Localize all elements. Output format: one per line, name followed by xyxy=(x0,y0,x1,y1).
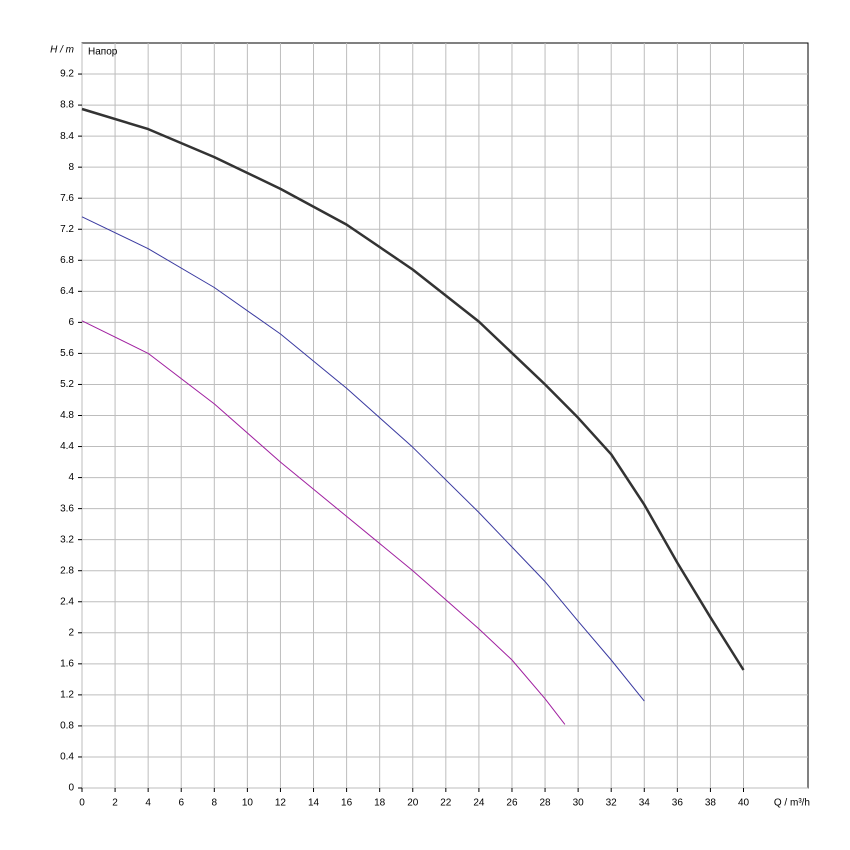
x-tick-label: 0 xyxy=(79,798,85,809)
y-tick-label: 3.6 xyxy=(60,503,74,514)
y-tick-label: 8 xyxy=(68,162,74,173)
x-tick-label: 36 xyxy=(672,798,684,809)
curve xyxy=(81,216,645,702)
x-tick-label: 22 xyxy=(440,798,452,809)
y-tick-label: 6 xyxy=(68,317,74,328)
y-axis-label: H / m xyxy=(50,45,74,56)
y-tick-label: 0.8 xyxy=(60,721,74,732)
y-tick-label: 4.4 xyxy=(60,441,74,452)
x-tick-label: 30 xyxy=(573,798,585,809)
y-tick-label: 7.2 xyxy=(60,224,74,235)
y-tick-label: 7.6 xyxy=(60,193,74,204)
x-tick-label: 12 xyxy=(275,798,287,809)
x-tick-label: 10 xyxy=(242,798,254,809)
y-tick-label: 4 xyxy=(68,472,74,483)
y-tick-label: 2 xyxy=(68,627,74,638)
y-tick-label: 9.2 xyxy=(60,69,74,80)
y-tick-label: 4.8 xyxy=(60,410,74,421)
x-tick-label: 16 xyxy=(341,798,353,809)
x-tick-label: 20 xyxy=(407,798,419,809)
curve xyxy=(81,107,745,671)
y-tick-label: 5.6 xyxy=(60,348,74,359)
y-tick-label: 1.6 xyxy=(60,658,74,669)
x-tick-label: 18 xyxy=(374,798,386,809)
x-tick-label: 28 xyxy=(539,798,551,809)
y-tick-label: 5.2 xyxy=(60,379,74,390)
chart-title: Напор xyxy=(88,47,118,58)
y-tick-label: 2.8 xyxy=(60,565,74,576)
x-tick-label: 4 xyxy=(145,798,151,809)
y-tick-label: 0 xyxy=(68,783,74,794)
x-tick-label: 8 xyxy=(212,798,218,809)
y-tick-label: 8.4 xyxy=(60,131,74,142)
x-tick-label: 26 xyxy=(506,798,518,809)
x-axis-label: Q / m³/h xyxy=(774,798,810,809)
y-tick-label: 0.4 xyxy=(60,752,74,763)
x-tick-label: 2 xyxy=(112,798,118,809)
curve xyxy=(81,320,566,725)
x-tick-label: 38 xyxy=(705,798,717,809)
y-tick-label: 1.2 xyxy=(60,690,74,701)
x-tick-label: 40 xyxy=(738,798,750,809)
x-tick-label: 14 xyxy=(308,798,320,809)
y-tick-label: 6.8 xyxy=(60,255,74,266)
y-tick-label: 2.4 xyxy=(60,596,74,607)
x-tick-label: 32 xyxy=(606,798,618,809)
x-tick-label: 6 xyxy=(178,798,184,809)
y-tick-label: 6.4 xyxy=(60,286,74,297)
x-tick-label: 24 xyxy=(473,798,485,809)
x-tick-label: 34 xyxy=(639,798,651,809)
y-tick-label: 3.2 xyxy=(60,534,74,545)
y-tick-label: 8.8 xyxy=(60,100,74,111)
